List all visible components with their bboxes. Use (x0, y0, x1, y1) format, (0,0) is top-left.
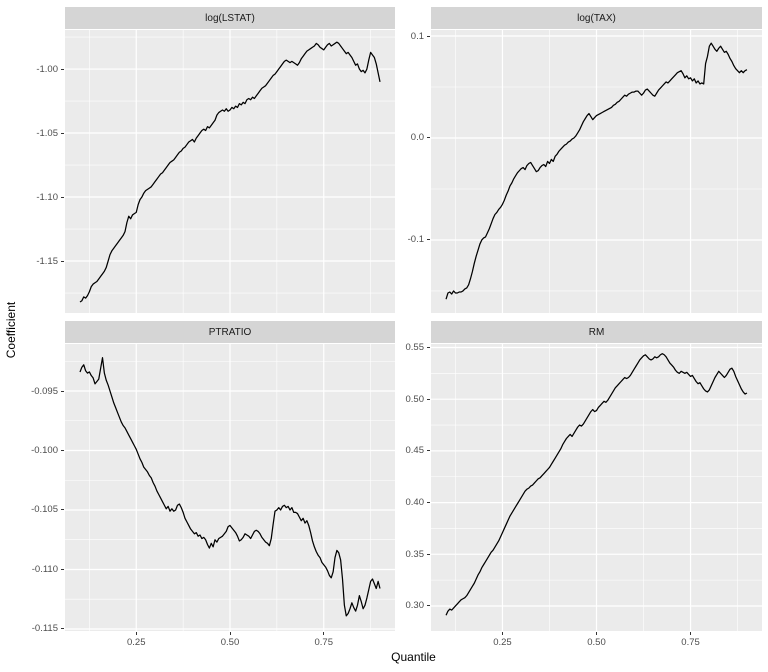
y-tick-mark (427, 605, 430, 607)
panel-ptratio (65, 344, 395, 631)
y-tick-mark (61, 628, 64, 630)
y-tick-mark (427, 553, 430, 555)
y-tick-mark (427, 35, 430, 37)
x-tick-label: 0.75 (681, 637, 700, 648)
y-tick-label: -1.00 (36, 63, 58, 75)
x-tick-mark (229, 632, 231, 635)
y-tick-label: 0.50 (405, 393, 425, 405)
y-tick-mark (427, 398, 430, 400)
y-tick-mark (61, 68, 64, 70)
panel-log-lstat (65, 30, 395, 313)
facet-strip-label: log(TAX) (577, 12, 616, 24)
panel-log-tax (431, 30, 762, 313)
x-tick-label: 0.50 (220, 637, 240, 648)
y-tick-mark (427, 347, 430, 348)
x-tick-mark (323, 632, 325, 635)
facet-strip-label: RM (588, 326, 605, 338)
y-tick-mark (61, 132, 64, 134)
y-tick-label: -1.10 (36, 191, 58, 203)
y-tick-mark (61, 196, 64, 198)
y-tick-label: 0.1 (410, 30, 424, 42)
facet-strip-label: log(LSTAT) (205, 12, 255, 24)
y-tick-label: 0.0 (410, 132, 424, 144)
y-tick-label: 0.45 (405, 445, 425, 457)
y-tick-mark (61, 568, 64, 570)
facet-strip-rm: RM (431, 321, 762, 343)
x-tick-mark (501, 632, 503, 635)
x-axis-title: Quantile (391, 650, 436, 664)
y-tick-mark (61, 509, 64, 511)
series-line-log-lstat (79, 41, 381, 303)
x-tick-mark (135, 632, 137, 635)
y-tick-mark (427, 450, 430, 452)
series-line-rm (445, 353, 748, 616)
x-tick-label: 0.75 (314, 637, 334, 648)
y-tick-label: 0.30 (405, 600, 425, 612)
y-tick-mark (61, 390, 64, 392)
y-tick-mark (427, 239, 430, 241)
panel-rm (431, 344, 762, 631)
y-axis-title: Coefficient (4, 301, 18, 359)
y-tick-label: -0.115 (31, 623, 58, 635)
y-tick-mark (427, 137, 430, 139)
series-line-log-tax (445, 42, 748, 300)
y-tick-label: -0.110 (31, 563, 58, 575)
y-tick-label: 0.40 (405, 497, 425, 509)
y-tick-label: -0.105 (31, 504, 58, 516)
y-tick-label: 0.35 (405, 548, 425, 560)
y-tick-label: 0.55 (405, 342, 425, 353)
x-tick-label: 0.25 (493, 637, 512, 648)
x-tick-label: 0.50 (587, 637, 606, 648)
x-tick-label: 0.25 (127, 637, 146, 648)
x-tick-mark (596, 632, 597, 635)
y-tick-mark (61, 449, 64, 451)
y-tick-mark (427, 502, 430, 504)
y-tick-label: -0.1 (407, 234, 424, 246)
y-tick-label: -1.05 (36, 127, 58, 139)
facet-strip-ptratio: PTRATIO (65, 321, 395, 343)
y-tick-label: -0.100 (31, 444, 58, 456)
facet-strip-log-lstat: log(LSTAT) (65, 7, 395, 29)
series-line-ptratio (79, 357, 381, 617)
x-tick-mark (690, 632, 692, 635)
facet-strip-label: PTRATIO (208, 326, 252, 338)
facet-strip-log-tax: log(TAX) (431, 7, 762, 29)
y-tick-label: -0.095 (31, 385, 58, 397)
y-tick-label: -1.15 (36, 255, 58, 267)
y-tick-mark (61, 260, 64, 262)
